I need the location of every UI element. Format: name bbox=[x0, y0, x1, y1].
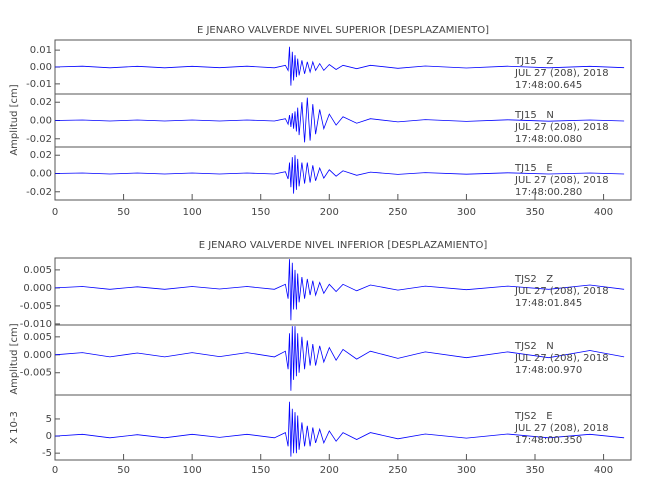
x-tick-label: 100 bbox=[183, 465, 202, 476]
chart-title: E JENARO VALVERDE NIVEL INFERIOR [DESPLA… bbox=[199, 240, 488, 251]
x-tick-label: 0 bbox=[52, 465, 58, 476]
station-label: TJ15 E bbox=[514, 163, 553, 174]
time-label: 17:48:00.970 bbox=[515, 365, 582, 376]
time-label: 17:48:01.845 bbox=[515, 298, 582, 309]
chart-title: E JENARO VALVERDE NIVEL SUPERIOR [DESPLA… bbox=[197, 25, 489, 36]
x-tick-label: 300 bbox=[457, 207, 476, 218]
date-label: JUL 27 (208), 2018 bbox=[514, 175, 609, 186]
y-tick-label: 0.005 bbox=[23, 265, 52, 276]
time-label: 17:48:00.645 bbox=[515, 80, 582, 91]
panel-frame bbox=[54, 394, 632, 461]
y-tick-label: 0 bbox=[46, 431, 52, 442]
y-tick-label: 5 bbox=[46, 414, 52, 425]
x-tick-label: 350 bbox=[525, 207, 544, 218]
waveform bbox=[54, 326, 625, 391]
y-tick-label: -5 bbox=[42, 448, 52, 459]
time-label: 17:48:00.280 bbox=[515, 187, 582, 198]
y-tick-label: -0.005 bbox=[20, 368, 52, 379]
waveform bbox=[54, 46, 625, 86]
station-label: TJS2 E bbox=[514, 411, 553, 422]
time-label: 17:48:00.350 bbox=[515, 435, 582, 446]
y-tick-label: 0.02 bbox=[30, 97, 52, 108]
waveform bbox=[54, 401, 625, 457]
y-tick-label: -0.005 bbox=[20, 301, 52, 312]
x-tick-label: 400 bbox=[594, 465, 613, 476]
x-tick-label: 350 bbox=[525, 465, 544, 476]
x-tick-label: 200 bbox=[320, 465, 339, 476]
y-tick-label: 0.00 bbox=[30, 169, 52, 180]
y-tick-label: -0.01 bbox=[26, 79, 52, 90]
station-label: TJS2 N bbox=[514, 341, 554, 352]
time-label: 17:48:00.080 bbox=[515, 134, 582, 145]
date-label: JUL 27 (208), 2018 bbox=[514, 353, 609, 364]
x-tick-label: 250 bbox=[388, 207, 407, 218]
y-tick-label: 0.00 bbox=[30, 62, 52, 73]
y-tick-label: -0.02 bbox=[26, 134, 52, 145]
y-tick-label: 0.005 bbox=[23, 332, 52, 343]
y-tick-label: 0.000 bbox=[23, 350, 52, 361]
station-label: TJ15 N bbox=[514, 110, 554, 121]
x-tick-label: 50 bbox=[117, 207, 130, 218]
x-tick-label: 150 bbox=[251, 207, 270, 218]
y-tick-label: 0.00 bbox=[30, 116, 52, 127]
y-tick-label: 0.01 bbox=[30, 45, 52, 56]
x-tick-label: 0 bbox=[52, 207, 58, 218]
waveform bbox=[54, 259, 625, 321]
y-tick-label: -0.02 bbox=[26, 187, 52, 198]
waveform bbox=[54, 155, 625, 194]
y-axis-label: Amplitud [cm] bbox=[9, 323, 20, 394]
station-label: TJS2 Z bbox=[514, 274, 553, 285]
x-tick-label: 50 bbox=[117, 465, 130, 476]
x-tick-label: 200 bbox=[320, 207, 339, 218]
x-tick-label: 300 bbox=[457, 465, 476, 476]
y-tick-label: 0.000 bbox=[23, 283, 52, 294]
date-label: JUL 27 (208), 2018 bbox=[514, 68, 609, 79]
x-tick-label: 100 bbox=[183, 207, 202, 218]
y-tick-label: 0.02 bbox=[30, 150, 52, 161]
y-axis-label: Amplitud [cm] bbox=[9, 84, 20, 155]
y-tick-label: -0.010 bbox=[20, 319, 52, 330]
date-label: JUL 27 (208), 2018 bbox=[514, 122, 609, 133]
station-label: TJ15 Z bbox=[514, 56, 553, 67]
x-tick-label: 400 bbox=[594, 207, 613, 218]
date-label: JUL 27 (208), 2018 bbox=[514, 423, 609, 434]
date-label: JUL 27 (208), 2018 bbox=[514, 286, 609, 297]
waveform bbox=[54, 97, 625, 143]
x-tick-label: 150 bbox=[251, 465, 270, 476]
scale-label: X 10-3 bbox=[9, 411, 20, 444]
x-tick-label: 250 bbox=[388, 465, 407, 476]
